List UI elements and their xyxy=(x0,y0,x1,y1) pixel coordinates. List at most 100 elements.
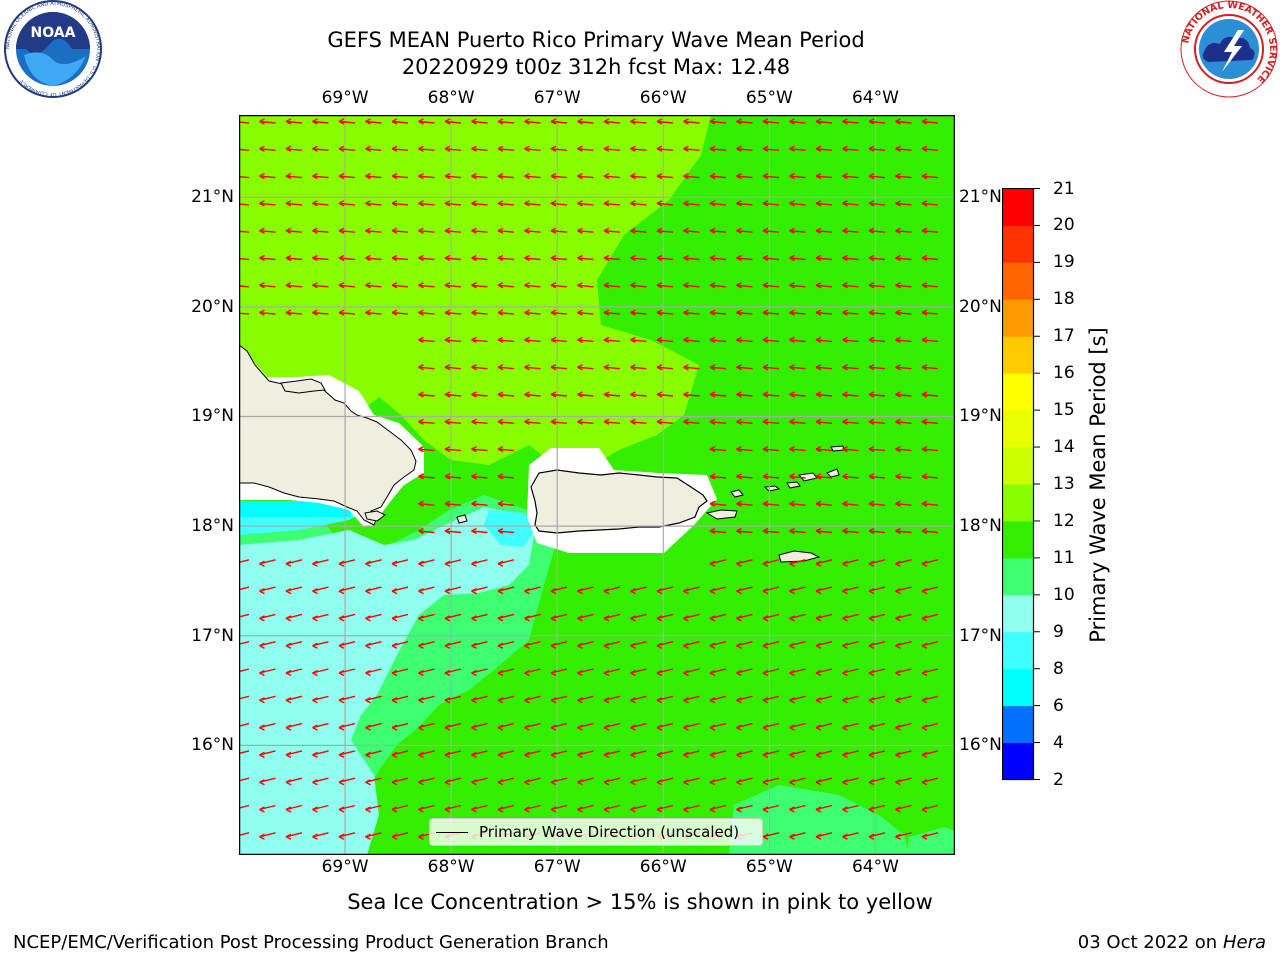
wave-arrow xyxy=(239,695,250,700)
wave-arrow xyxy=(365,118,382,125)
wave-arrow xyxy=(895,445,912,453)
wave-arrow xyxy=(577,668,594,677)
wave-arrow xyxy=(736,500,753,507)
wave-arrow xyxy=(418,172,435,180)
wave-arrow xyxy=(868,391,886,398)
wave-arrow xyxy=(815,777,833,786)
nws-logo: NATIONAL WEATHER SERVICE xyxy=(1178,0,1280,100)
wave-arrow xyxy=(577,418,594,425)
wave-arrow xyxy=(815,418,833,425)
wave-arrow xyxy=(736,668,753,677)
wave-arrow xyxy=(842,336,859,344)
wave-arrow xyxy=(815,364,833,371)
wave-arrow xyxy=(365,145,382,152)
wave-arrow xyxy=(550,364,568,371)
wave-arrow xyxy=(524,282,541,289)
wave-arrow xyxy=(895,668,912,677)
wave-arrow xyxy=(577,750,594,759)
wave-arrow xyxy=(338,750,356,759)
wave-arrow xyxy=(630,418,647,425)
colorbar-tick-label: 4 xyxy=(1053,732,1064,753)
wave-arrow xyxy=(550,391,568,398)
wave-arrow xyxy=(338,586,356,595)
wave-arrow xyxy=(656,309,674,316)
wave-arrow xyxy=(895,254,912,262)
wave-arrow xyxy=(630,364,647,371)
wave-arrow xyxy=(868,750,886,759)
wave-arrow xyxy=(789,777,806,786)
wave-arrow xyxy=(577,364,594,371)
wave-arrow xyxy=(630,695,647,704)
wave-arrow xyxy=(524,227,541,234)
wave-arrow xyxy=(391,227,409,234)
lon-tick-label: 64°W xyxy=(851,88,899,108)
wave-arrow xyxy=(239,750,250,755)
wave-arrow xyxy=(391,254,409,262)
colorbar-swatch xyxy=(1002,520,1034,559)
wave-arrow xyxy=(815,172,833,180)
wave-arrow xyxy=(789,500,806,507)
wave-arrow xyxy=(471,282,488,289)
wave-arrow xyxy=(444,172,462,180)
wave-arrow xyxy=(524,804,541,813)
wave-arrow xyxy=(921,500,939,507)
wave-arrow xyxy=(603,364,621,371)
wave-arrow xyxy=(239,641,250,645)
wave-arrow xyxy=(868,336,886,344)
wave-arrow xyxy=(471,254,488,262)
wave-arrow xyxy=(921,722,939,731)
wave-arrow xyxy=(842,200,859,207)
wave-arrow xyxy=(815,750,833,759)
land-st-thomas xyxy=(763,485,781,492)
wave-arrow xyxy=(444,500,462,507)
wave-arrow xyxy=(709,445,727,453)
wave-arrow xyxy=(842,586,859,595)
wave-arrow xyxy=(577,254,594,262)
wave-arrow xyxy=(259,750,276,759)
wave-arrow xyxy=(338,172,356,180)
lon-tick-label: 67°W xyxy=(533,88,581,108)
wave-arrow xyxy=(391,145,409,152)
wave-arrow xyxy=(471,445,488,453)
lat-tick-label: 17°N xyxy=(959,625,1002,646)
wave-arrow xyxy=(577,695,594,704)
wave-arrow xyxy=(815,832,833,840)
wave-arrow xyxy=(471,227,488,234)
wave-arrow xyxy=(338,282,356,289)
wave-arrow xyxy=(842,527,859,535)
wave-arrow xyxy=(895,309,912,316)
wave-arrow xyxy=(683,118,700,125)
wave-arrow xyxy=(895,613,912,622)
wave-arrow xyxy=(895,641,912,649)
wave-arrow xyxy=(683,336,700,344)
wave-arrow xyxy=(338,227,356,234)
wave-arrow xyxy=(418,336,435,344)
wave-arrow xyxy=(736,527,753,535)
wave-arrow xyxy=(603,641,621,649)
wave-arrow xyxy=(683,227,700,234)
wave-arrow xyxy=(391,559,409,567)
field-8-9-b xyxy=(484,510,535,547)
wave-arrow xyxy=(683,282,700,289)
wave-arrow xyxy=(762,282,780,289)
wave-arrow xyxy=(603,777,621,786)
lat-tick-label: 21°N xyxy=(191,187,234,208)
wave-arrow xyxy=(842,722,859,731)
wave-arrow xyxy=(709,641,727,649)
wave-arrow xyxy=(789,364,806,371)
wave-arrow xyxy=(239,121,250,124)
lat-tick-label: 16°N xyxy=(191,735,234,756)
wave-arrow xyxy=(789,282,806,289)
wave-arrow xyxy=(391,832,409,840)
lat-tick-label: 18°N xyxy=(959,516,1002,537)
wave-arrow xyxy=(312,309,329,316)
wave-arrow xyxy=(921,559,939,567)
wave-arrow xyxy=(577,722,594,731)
wave-arrow xyxy=(895,586,912,595)
wave-arrow xyxy=(444,613,462,622)
wave-arrow xyxy=(285,750,303,759)
wave-arrow xyxy=(312,254,329,262)
wave-arrow xyxy=(285,200,303,207)
wave-arrow xyxy=(524,695,541,704)
wave-arrow xyxy=(868,418,886,425)
